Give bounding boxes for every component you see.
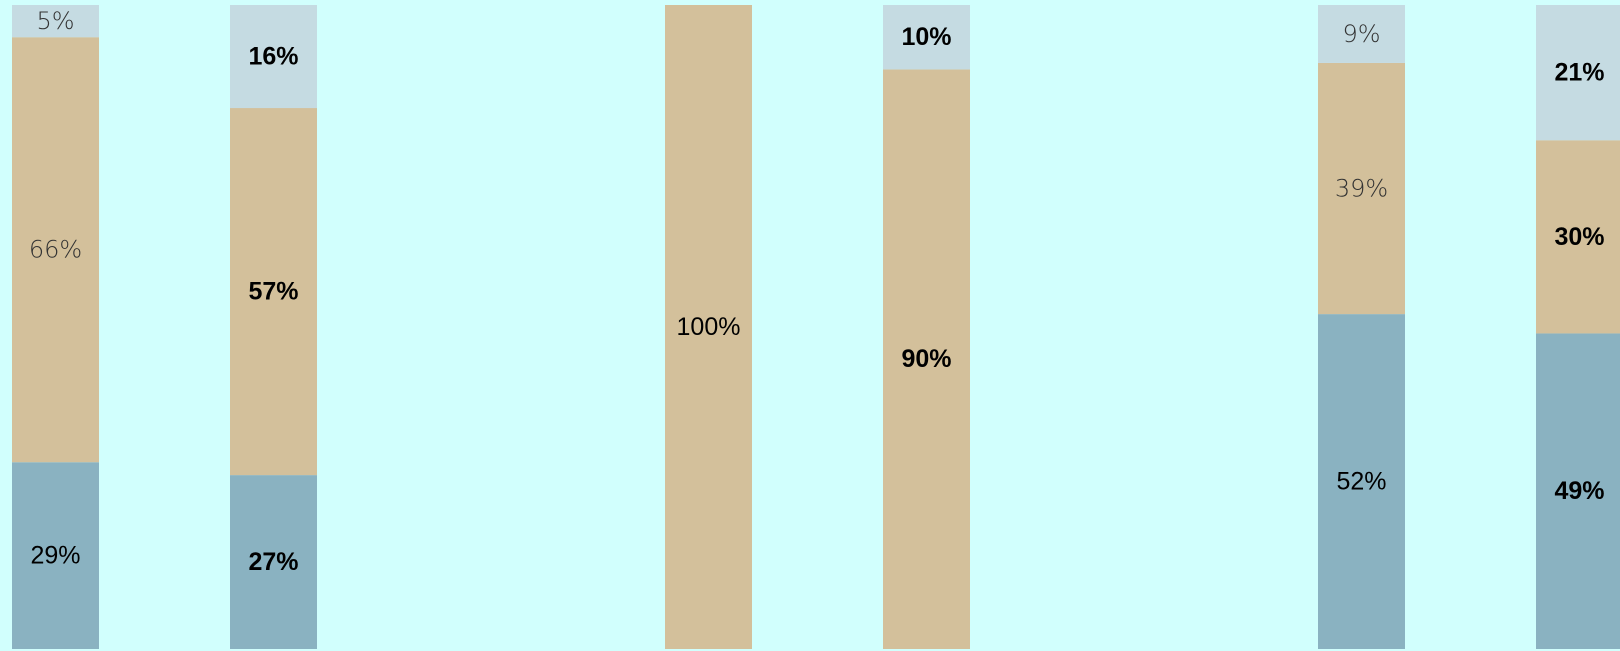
bar-segment xyxy=(1536,5,1620,141)
data-label: 10% xyxy=(901,23,951,51)
data-label: 9% xyxy=(1342,20,1380,48)
bar-segment xyxy=(230,475,317,649)
data-labels-layer: 29% 66% 5% 27% 57% 16% 100% 90% 10% 52% 39% 9% 49% 30… xyxy=(29,7,1605,576)
data-label: 30% xyxy=(1554,223,1604,251)
bar-segment xyxy=(230,108,317,476)
data-label: 52% xyxy=(1336,468,1386,496)
data-label: 29% xyxy=(30,542,80,570)
bar-segment xyxy=(1318,5,1405,63)
data-label: 39% xyxy=(1335,175,1388,203)
data-label: 66% xyxy=(29,236,82,264)
bar-segment xyxy=(665,5,752,649)
bar-segment xyxy=(230,5,317,109)
data-label: 16% xyxy=(248,43,298,71)
bar-segment xyxy=(12,5,99,38)
bar-segment xyxy=(12,37,99,463)
bar-segment xyxy=(12,462,99,649)
data-label: 100% xyxy=(677,313,741,341)
data-label: 21% xyxy=(1554,59,1604,87)
bars-layer xyxy=(12,5,1620,649)
data-label: 5% xyxy=(36,7,74,35)
bar-segment xyxy=(883,69,970,649)
data-label: 27% xyxy=(248,548,298,576)
data-label: 49% xyxy=(1554,477,1604,505)
bar-segment xyxy=(883,5,970,70)
bar-segment xyxy=(1318,314,1405,649)
data-label: 90% xyxy=(901,345,951,373)
bar-segment xyxy=(1536,140,1620,334)
data-label: 57% xyxy=(248,278,298,306)
bar-segment xyxy=(1318,62,1405,315)
bar-segment xyxy=(1536,333,1620,649)
